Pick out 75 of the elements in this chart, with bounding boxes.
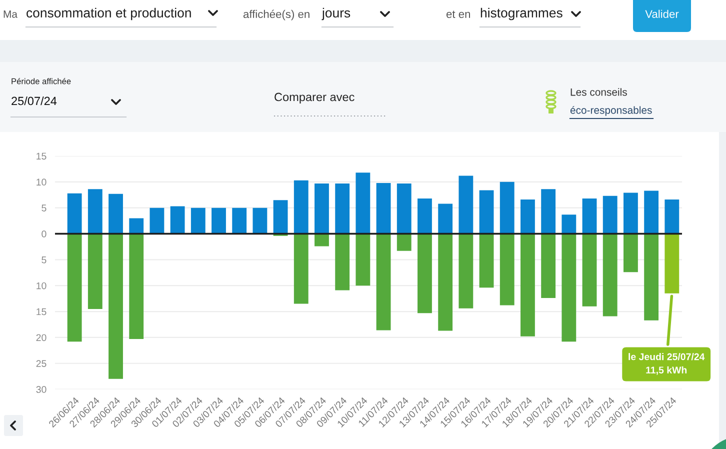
bar [644,190,659,234]
bar [376,182,391,234]
bar [108,194,123,234]
bar [582,198,597,234]
bar [541,234,556,298]
bar [500,234,514,306]
bar [190,208,206,234]
bar [541,189,556,234]
bar [418,234,432,314]
bar [232,208,247,234]
bar [438,204,453,234]
bar [396,183,412,234]
bar [252,208,268,234]
bar [88,189,102,234]
bar [294,180,308,234]
y-tick-label: 15 [36,152,46,160]
y-tick-label: 10 [36,282,46,290]
bar [520,200,535,234]
bar [314,234,329,246]
bar [335,183,350,234]
bar [129,218,144,234]
bar [356,234,370,286]
bar [602,196,618,234]
bar [314,183,329,234]
bar [520,234,535,336]
bar [438,234,453,331]
bar [664,200,680,234]
y-tick-label: 15 [36,308,46,316]
bar [67,234,82,342]
bar [150,208,164,234]
bar [273,200,288,234]
text: 25/07/24 [12,96,57,106]
bar [624,234,638,272]
text: Période affichée [12,78,71,84]
bar [500,182,514,234]
y-tick-label: 10 [36,178,46,186]
text: éco-responsables [570,106,652,116]
bar [582,234,597,306]
bar [396,234,412,251]
text: Les conseils [570,88,627,96]
text: Comparer avec [274,92,354,104]
text: Ma [4,10,18,18]
y-tick-label: 25 [36,360,46,367]
y-tick-label: 5 [42,256,46,264]
bar [458,176,474,234]
bar [170,206,185,234]
bar [88,234,102,309]
text: Valider [645,10,679,18]
bar [356,172,370,234]
y-tick-label: 0 [42,230,46,238]
bar [602,234,618,316]
bar [108,234,123,379]
text: et en [446,10,470,18]
y-tick-label: 5 [42,204,46,212]
bar [418,198,432,234]
bar [562,234,576,342]
bar [458,234,474,308]
bar [376,234,391,330]
bar [479,190,494,234]
text: affichée(s) en [243,10,310,20]
bar [644,234,659,320]
y-tick-label: 30 [36,386,46,393]
bar [129,234,144,340]
bar [479,234,494,288]
text: histogrammes [480,8,562,20]
bar [294,234,308,304]
y-tick-label: 20 [36,334,46,342]
bar [212,208,226,234]
bar [67,193,82,234]
bar [624,192,638,234]
bar [562,214,576,234]
bar [335,234,350,290]
text: consommation et production [26,8,191,20]
text: jours [322,8,350,20]
annotation: le Jeudi 25/07/24 11,5 kWh [628,353,705,375]
